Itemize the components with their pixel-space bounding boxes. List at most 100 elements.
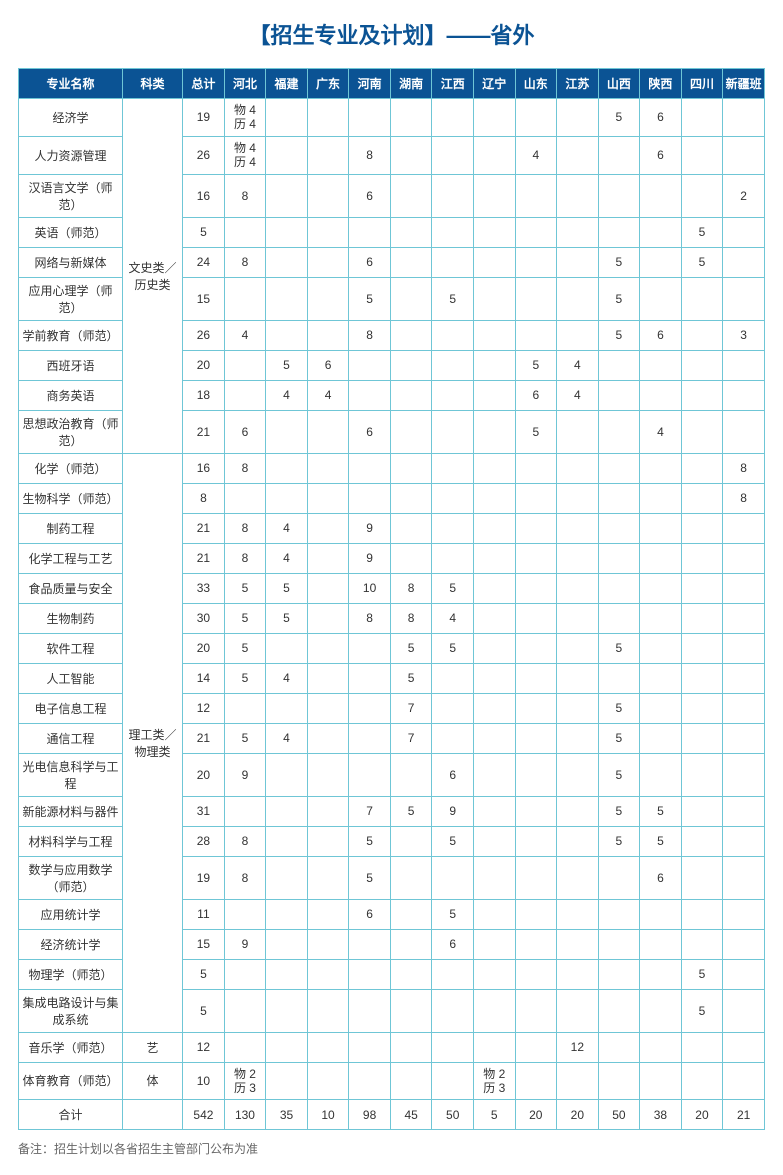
data-cell: 4: [432, 603, 474, 633]
data-cell: [390, 856, 432, 899]
data-cell: [432, 247, 474, 277]
data-cell: [432, 320, 474, 350]
major-cell: 集成电路设计与集成系统: [19, 989, 123, 1032]
data-cell: [598, 380, 640, 410]
data-cell: [515, 899, 557, 929]
table-header-row: 专业名称科类总计河北福建广东河南湖南江西辽宁山东江苏山西陕西四川新疆班: [19, 69, 765, 99]
data-cell: 19: [183, 856, 225, 899]
data-cell: [557, 513, 599, 543]
data-cell: 物 4历 4: [224, 99, 266, 137]
data-cell: 4: [266, 543, 308, 573]
major-cell: 体育教育（师范）: [19, 1062, 123, 1100]
data-cell: [723, 217, 765, 247]
major-cell: 化学工程与工艺: [19, 543, 123, 573]
data-cell: [390, 989, 432, 1032]
data-cell: [598, 573, 640, 603]
data-cell: 8: [183, 483, 225, 513]
data-cell: [349, 959, 391, 989]
data-cell: 8: [390, 603, 432, 633]
data-cell: [557, 410, 599, 453]
data-cell: 4: [266, 513, 308, 543]
data-cell: 9: [349, 543, 391, 573]
data-cell: [681, 693, 723, 723]
data-cell: [473, 410, 515, 453]
data-cell: [598, 453, 640, 483]
major-cell: 软件工程: [19, 633, 123, 663]
data-cell: 5: [598, 247, 640, 277]
total-cell: 20: [557, 1100, 599, 1130]
data-cell: 8: [349, 320, 391, 350]
data-cell: 5: [183, 959, 225, 989]
data-cell: [307, 929, 349, 959]
data-cell: [681, 453, 723, 483]
total-cell: 20: [681, 1100, 723, 1130]
data-cell: [473, 573, 515, 603]
data-cell: [307, 753, 349, 796]
data-cell: 6: [224, 410, 266, 453]
data-cell: 21: [183, 723, 225, 753]
data-cell: [557, 174, 599, 217]
data-cell: [266, 929, 308, 959]
data-cell: [598, 217, 640, 247]
data-cell: [681, 826, 723, 856]
data-cell: [557, 136, 599, 174]
column-header: 辽宁: [473, 69, 515, 99]
data-cell: 5: [598, 826, 640, 856]
major-cell: 西班牙语: [19, 350, 123, 380]
data-cell: 5: [349, 856, 391, 899]
data-cell: [432, 856, 474, 899]
data-cell: [723, 989, 765, 1032]
data-cell: 5: [598, 723, 640, 753]
data-cell: 8: [224, 247, 266, 277]
data-cell: 物 4历 4: [224, 136, 266, 174]
data-cell: [598, 663, 640, 693]
data-cell: [557, 543, 599, 573]
column-header: 陕西: [640, 69, 682, 99]
data-cell: 5: [349, 277, 391, 320]
data-cell: [681, 899, 723, 929]
data-cell: [640, 217, 682, 247]
data-cell: [640, 483, 682, 513]
data-cell: [224, 959, 266, 989]
data-cell: [307, 573, 349, 603]
major-cell: 应用心理学（师范）: [19, 277, 123, 320]
data-cell: [307, 247, 349, 277]
data-cell: [557, 277, 599, 320]
data-cell: 16: [183, 453, 225, 483]
data-cell: [557, 217, 599, 247]
column-header: 总计: [183, 69, 225, 99]
data-cell: [307, 693, 349, 723]
data-cell: [432, 959, 474, 989]
major-cell: 经济统计学: [19, 929, 123, 959]
data-cell: [598, 410, 640, 453]
data-cell: [307, 136, 349, 174]
data-cell: [681, 320, 723, 350]
data-cell: [598, 899, 640, 929]
table-row: 音乐学（师范）艺1212: [19, 1032, 765, 1062]
data-cell: [723, 899, 765, 929]
data-cell: [266, 320, 308, 350]
data-cell: [640, 899, 682, 929]
category-cell: 文史类／历史类: [122, 99, 182, 454]
data-cell: 30: [183, 603, 225, 633]
data-cell: [515, 959, 557, 989]
data-cell: [390, 136, 432, 174]
data-cell: 6: [640, 320, 682, 350]
data-cell: 9: [432, 796, 474, 826]
data-cell: [390, 174, 432, 217]
data-cell: [515, 573, 557, 603]
data-cell: [640, 989, 682, 1032]
column-header: 科类: [122, 69, 182, 99]
data-cell: 8: [224, 174, 266, 217]
data-cell: [266, 633, 308, 663]
data-cell: [432, 543, 474, 573]
data-cell: [307, 796, 349, 826]
data-cell: [723, 826, 765, 856]
major-cell: 通信工程: [19, 723, 123, 753]
data-cell: [557, 573, 599, 603]
data-cell: [349, 723, 391, 753]
data-cell: [266, 796, 308, 826]
major-cell: 网络与新媒体: [19, 247, 123, 277]
data-cell: [266, 410, 308, 453]
data-cell: [390, 929, 432, 959]
